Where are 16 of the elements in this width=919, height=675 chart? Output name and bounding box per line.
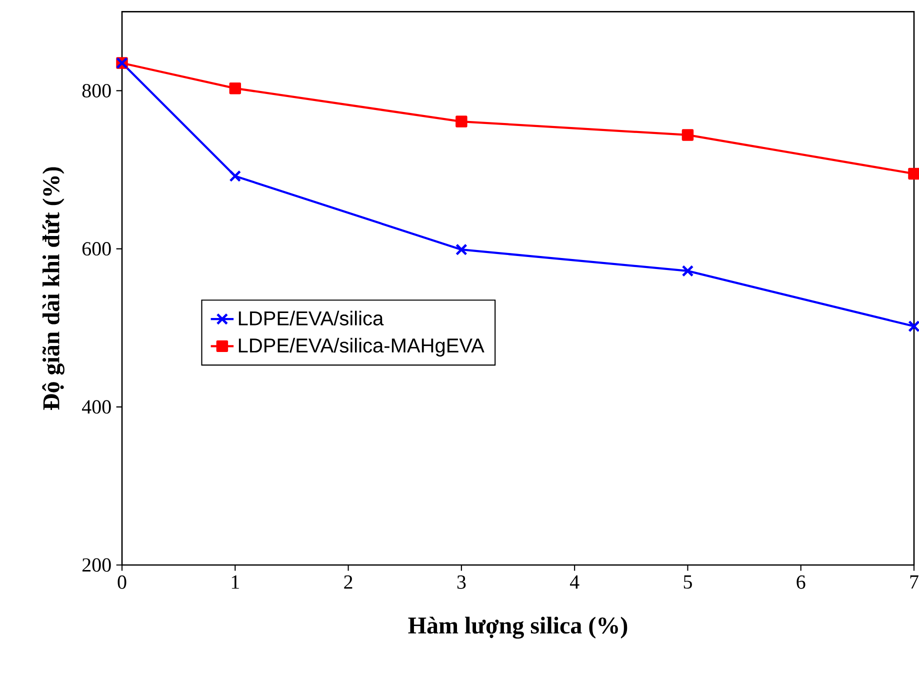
y-tick-label: 400 [82, 400, 111, 414]
x-tick-label: 2 [344, 575, 352, 589]
x-tick-label: 6 [796, 575, 806, 589]
y-tick-label: 200 [82, 558, 111, 572]
y-tick-label: 800 [82, 84, 111, 98]
legend-label: LDPE/EVA/silica [238, 310, 384, 326]
x-axis-title: Hàm lượng silica (%) [408, 616, 628, 639]
y-axis-title: Độ giãn dài khi đứt (%) [42, 167, 64, 410]
x-tick-label: 7 [910, 575, 918, 588]
x-tick-label: 1 [232, 575, 239, 589]
legend-label: LDPE/EVA/silica-MAHgEVA [238, 338, 484, 357]
y-tick-label: 600 [82, 242, 111, 256]
x-tick-label: 3 [457, 575, 466, 589]
x-tick-label: 4 [570, 575, 580, 589]
x-tick-label: 5 [684, 575, 692, 589]
x-tick-label: 0 [118, 575, 126, 589]
